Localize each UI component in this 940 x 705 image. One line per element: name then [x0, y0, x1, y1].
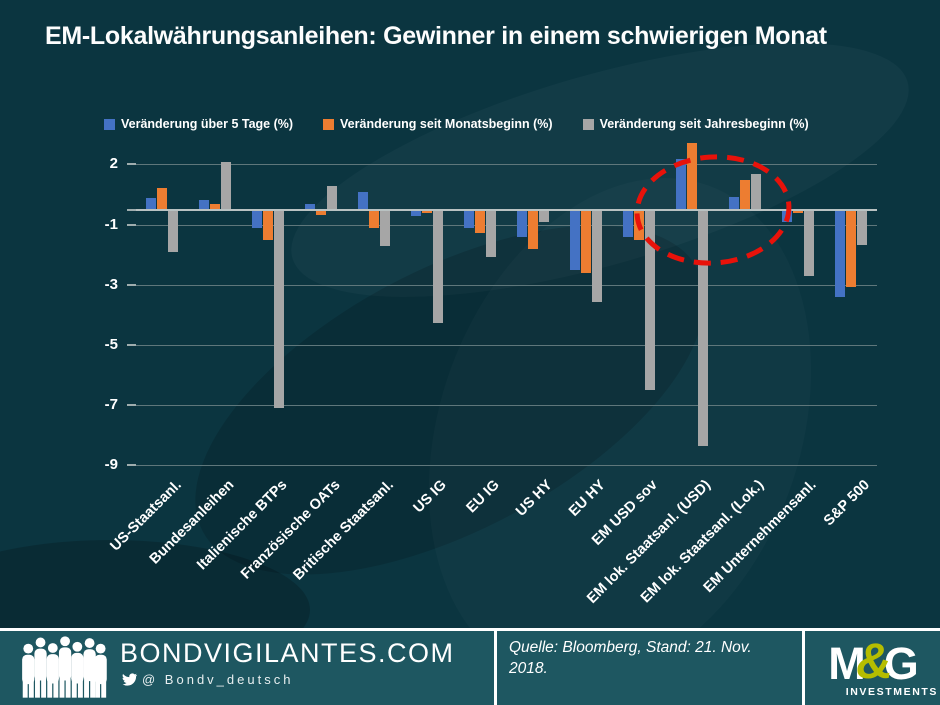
y-axis-tickmark — [127, 404, 136, 406]
twitter-icon — [122, 673, 137, 686]
bar — [157, 187, 168, 210]
bar — [380, 210, 391, 246]
bar — [358, 192, 369, 210]
mg-logo-investments: INVESTMENTS — [845, 686, 938, 698]
footer-divider — [802, 631, 805, 705]
bar — [411, 210, 422, 216]
bar — [252, 210, 263, 228]
y-axis-tickmark — [127, 284, 136, 286]
slide-title: EM-Lokalwährungsanleihen: Gewinner in ei… — [45, 22, 827, 50]
legend-item: Veränderung seit Jahresbeginn (%) — [582, 117, 809, 131]
y-axis-tick-label: -3 — [104, 276, 118, 293]
bar — [834, 210, 845, 297]
bar — [516, 210, 527, 237]
zero-axis-line — [136, 209, 877, 211]
bar — [263, 210, 274, 240]
mg-logo-m: M — [828, 637, 865, 689]
footer: BONDVIGILANTES.COM @ Bondv_deutsch Quell… — [0, 628, 940, 705]
gridline — [136, 163, 877, 165]
bar — [803, 210, 814, 276]
bar — [622, 210, 633, 237]
gridline — [136, 344, 877, 346]
bar — [422, 210, 433, 213]
footer-brand-section: BONDVIGILANTES.COM @ Bondv_deutsch — [0, 631, 494, 705]
mg-logo: M & G — [828, 633, 919, 689]
bar — [697, 210, 708, 446]
bar — [538, 210, 549, 222]
bar — [569, 210, 580, 270]
bar — [675, 159, 686, 210]
bar — [464, 210, 475, 228]
y-axis-tick-label: 2 — [109, 155, 118, 172]
bar — [792, 210, 803, 213]
footer-source-section: Quelle: Bloomberg, Stand: 21. Nov. 2018. — [497, 631, 802, 705]
bar — [739, 180, 750, 210]
y-axis-tick-label: -9 — [104, 456, 118, 473]
gridline — [136, 464, 877, 466]
legend-swatch — [323, 118, 335, 130]
bar — [686, 142, 697, 210]
legend-label: Veränderung seit Jahresbeginn (%) — [599, 117, 809, 131]
mg-logo-ampersand: & — [852, 633, 895, 689]
bar — [856, 210, 867, 245]
footer-divider — [494, 631, 497, 705]
crowd-icon — [22, 636, 107, 698]
legend-label: Veränderung seit Monatsbeginn (%) — [340, 117, 553, 131]
footer-logo-section: M & G INVESTMENTS — [805, 631, 940, 705]
bar — [475, 210, 486, 233]
bar — [168, 210, 179, 252]
twitter-handle: @ Bondv_deutsch — [142, 672, 294, 687]
bar — [580, 210, 591, 273]
gridline — [136, 224, 877, 226]
bar — [369, 210, 380, 228]
bar — [316, 210, 327, 215]
gridline — [136, 284, 877, 286]
gridline — [136, 404, 877, 406]
bar — [199, 199, 210, 210]
bar — [146, 198, 157, 210]
source-text-line2: 2018. — [509, 660, 548, 677]
bar — [486, 210, 497, 257]
y-axis-tickmark — [127, 163, 136, 165]
bar — [750, 174, 761, 210]
bar — [274, 210, 285, 408]
source-text-line1: Quelle: Bloomberg, Stand: 21. Nov. — [509, 639, 752, 656]
bar — [433, 210, 444, 323]
y-axis-tickmark — [127, 464, 136, 466]
legend-item: Veränderung über 5 Tage (%) — [104, 117, 293, 131]
y-axis-tick-label: -1 — [104, 216, 118, 233]
bar — [305, 204, 316, 210]
site-name: BONDVIGILANTES.COM — [120, 638, 455, 668]
legend-swatch — [582, 118, 594, 130]
mg-logo-g: G — [883, 637, 919, 689]
y-axis-tick-label: -5 — [104, 336, 118, 353]
bar — [210, 204, 221, 210]
y-axis-tickmark — [127, 344, 136, 346]
twitter-row: @ Bondv_deutsch — [121, 672, 293, 687]
bar — [327, 186, 338, 210]
legend-swatch — [104, 118, 115, 130]
bar — [527, 210, 538, 249]
bar — [221, 162, 232, 210]
bar — [591, 210, 602, 302]
bar — [845, 210, 856, 287]
y-axis-tick-label: -7 — [104, 396, 118, 413]
bar — [728, 196, 739, 210]
bar — [644, 210, 655, 390]
y-axis-tickmark — [127, 224, 136, 226]
legend-label: Veränderung über 5 Tage (%) — [121, 117, 294, 131]
chart-legend: Veränderung über 5 Tage (%) Veränderung s… — [104, 117, 809, 131]
legend-item: Veränderung seit Monatsbeginn (%) — [323, 117, 553, 131]
y-axis-tickmark — [127, 209, 136, 211]
